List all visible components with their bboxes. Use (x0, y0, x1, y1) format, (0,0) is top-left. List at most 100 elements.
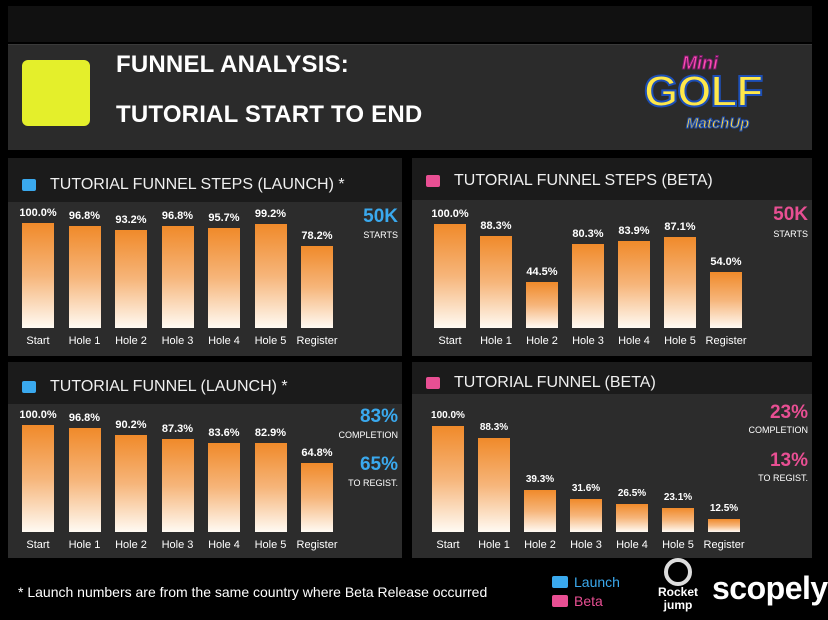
rocketjump-swirl-icon (664, 558, 692, 586)
data-label: 100.0% (19, 409, 57, 421)
launch-swatch (22, 381, 36, 393)
panel-title: TUTORIAL FUNNEL STEPS (BETA) (426, 172, 713, 190)
beta-swatch (426, 377, 440, 389)
stat-label: TO REGIST. (348, 478, 398, 488)
data-label: 88.3% (480, 220, 512, 233)
bar-register (301, 245, 333, 328)
data-label: 93.2% (115, 214, 147, 227)
stat-value: 65% (359, 454, 398, 475)
bar-hole-3 (570, 498, 602, 532)
bar-hole-5 (254, 223, 287, 328)
data-label: 78.2% (301, 229, 333, 242)
category-label: Hole 4 (208, 335, 240, 347)
panel-title: TUTORIAL FUNNEL (BETA) (426, 374, 656, 392)
chart-plot: 100.0% Start 88.3% Hole 1 39.3% Hole 2 31.6% Ho… (412, 394, 812, 558)
bar-register (708, 518, 740, 532)
bar-hole-4 (618, 240, 650, 328)
chart-plot: 100.0% Start 96.8% Hole 1 90.2% Hole 2 87.3% Ho… (8, 404, 402, 558)
stat-label: COMPLETION (748, 425, 808, 435)
bar-hole-4 (616, 503, 648, 532)
legend-launch: Launch (552, 574, 620, 590)
logo-golf-text: GOLF (643, 66, 764, 117)
data-label: 44.5% (526, 265, 558, 278)
bar-hole-1 (478, 438, 510, 532)
category-label: Hole 1 (480, 335, 512, 347)
bar-hole-1 (480, 236, 512, 328)
category-label: Register (703, 539, 745, 551)
logo-matchup-text: MatchUp (685, 115, 750, 133)
data-label: 87.1% (664, 221, 696, 234)
category-label: Hole 2 (115, 539, 147, 551)
bar-hole-5 (664, 237, 696, 328)
bar-hole-2 (115, 435, 147, 532)
bar-hole-5 (254, 443, 287, 532)
data-label: 95.7% (208, 211, 240, 224)
stat-value: 50K (773, 204, 808, 225)
category-label: Hole 5 (254, 335, 287, 347)
bar-hole-3 (572, 244, 604, 328)
mini-golf-matchup-logo: Mini GOLF MatchUp (638, 53, 798, 145)
panel-title: TUTORIAL FUNNEL STEPS (LAUNCH) * (22, 176, 345, 194)
category-label: Hole 3 (572, 335, 604, 347)
header-banner: FUNNEL ANALYSIS: TUTORIAL START TO END M… (8, 44, 812, 150)
data-label: 88.3% (479, 422, 509, 434)
category-label: Register (296, 539, 338, 551)
bar-register (301, 462, 333, 532)
bar-hole-4 (208, 227, 240, 328)
stat-label: COMPLETION (338, 430, 398, 440)
category-label: Hole 3 (161, 335, 194, 347)
stat-label: STARTS (363, 230, 398, 240)
bar-register (710, 271, 742, 328)
panel-funnel-beta: TUTORIAL FUNNEL (BETA) 100.0% Start 88.3% H… (412, 362, 812, 558)
category-label: Hole 2 (524, 539, 556, 551)
rocketjump-text: Rocket jump (657, 585, 698, 612)
data-label: 100.0% (431, 208, 469, 220)
category-label: Hole 3 (161, 539, 194, 551)
page-title-line1: FUNNEL ANALYSIS: (116, 51, 350, 78)
legend-beta-label: Beta (574, 593, 603, 609)
panel-title-text: TUTORIAL FUNNEL (LAUNCH) * (50, 378, 288, 395)
stat-label: STARTS (773, 229, 808, 239)
chart-plot: 100.0% Start 96.8% Hole 1 93.2% Hole 2 96.8% Ho… (8, 202, 402, 356)
stat-label: TO REGIST. (758, 473, 808, 483)
panel-title-text: TUTORIAL FUNNEL STEPS (BETA) (454, 172, 713, 189)
logo-mini-text: Mini (682, 53, 719, 74)
stat-value: 23% (769, 402, 808, 423)
category-label: Hole 1 (68, 335, 101, 347)
data-label: 96.8% (161, 210, 194, 223)
category-label: Hole 2 (526, 335, 558, 347)
panel-funnel-steps-launch: TUTORIAL FUNNEL STEPS (LAUNCH) * 100.0% S… (8, 158, 402, 356)
category-label: Hole 4 (208, 539, 240, 551)
data-label: 96.8% (68, 210, 101, 223)
data-label: 90.2% (115, 419, 147, 432)
data-label: 100.0% (19, 207, 57, 219)
accent-square (22, 60, 90, 126)
stat-value: 13% (769, 450, 808, 471)
data-label: 82.9% (254, 427, 287, 440)
category-label: Hole 3 (570, 539, 602, 551)
data-label: 64.8% (301, 446, 333, 459)
category-label: Register (296, 335, 338, 347)
bar-hole-3 (161, 226, 194, 328)
footnote: * Launch numbers are from the same count… (18, 584, 488, 600)
data-label: 80.3% (572, 228, 604, 241)
legend-launch-label: Launch (574, 574, 620, 590)
data-label: 39.3% (525, 474, 555, 486)
category-label: Start (26, 539, 50, 551)
bar-hole-2 (115, 230, 147, 328)
category-label: Hole 2 (115, 335, 147, 347)
panel-title-text: TUTORIAL FUNNEL STEPS (LAUNCH) * (50, 176, 345, 193)
bar-start (22, 425, 54, 532)
bar-hole-2 (524, 490, 556, 532)
chart-plot: 100.0% Start 88.3% Hole 1 44.5% Hole 2 80.3% Ho… (412, 200, 812, 356)
category-label: Hole 5 (664, 335, 696, 347)
data-label: 12.5% (709, 502, 739, 514)
data-label: 100.0% (431, 410, 465, 421)
category-label: Start (436, 539, 460, 551)
panel-title: TUTORIAL FUNNEL (LAUNCH) * (22, 378, 288, 396)
bar-hole-2 (526, 281, 558, 328)
category-label: Hole 5 (254, 539, 287, 551)
data-label: 83.9% (618, 224, 650, 237)
beta-swatch (426, 175, 440, 187)
data-label: 87.3% (161, 422, 194, 435)
